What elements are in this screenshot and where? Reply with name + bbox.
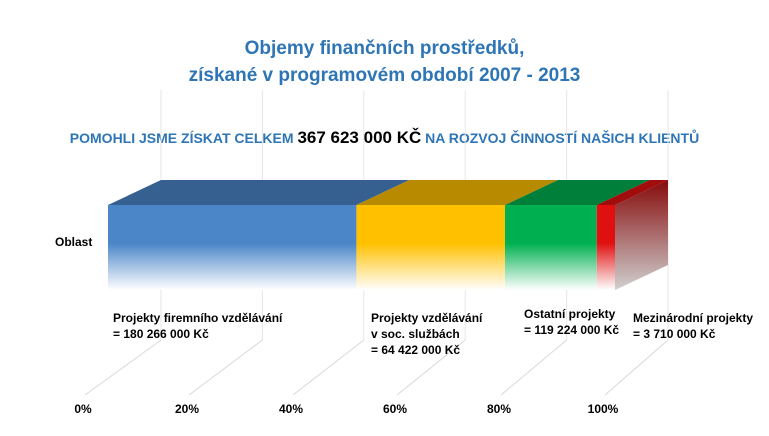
data-label: Projekty firemního vzdělávání = 180 266 … [113,311,283,341]
data-label: Projekty vzdělávání v soc. službách = 64… [371,311,483,357]
bar-segment [504,205,597,290]
data-label: Mezinárodní projekty = 3 710 000 Kč [633,311,754,341]
bar-top-face [504,180,650,205]
category-label: Oblast [55,235,93,249]
gridline-floor [292,339,365,396]
bar-side-face [615,180,668,290]
gridline-floor [500,339,567,396]
bar-segment [108,205,357,290]
gridline-floor [84,339,162,396]
x-tick-label: 0% [74,402,92,416]
chart-title-line-1: Objemy finančních prostředků, [244,38,525,59]
bar-segments [108,180,668,290]
subtitle-prefix: POMOHLI JSME ZÍSKAT CELKEM [69,130,294,146]
chart-title-line-2: získané v programovém období 2007 - 2013 [188,65,581,86]
subtitle-suffix: NA ROZVOJ ČINNOSTÍ NAŠICH KLIENTŮ [425,130,700,146]
x-tick-label: 40% [278,402,304,416]
bar-segment [596,205,615,290]
x-tick-label: 60% [382,402,408,416]
bar-top-face [596,180,668,205]
gridline-floor [188,339,263,396]
chart-subtitle: POMOHLI JSME ZÍSKAT CELKEM 367 623 000 K… [0,128,769,148]
gridline-floor [604,339,669,396]
bar-segment [356,205,505,290]
data-label: Ostatní projekty = 119 224 000 Kč [524,307,620,337]
bar-top-face [108,180,410,205]
subtitle-amount: 367 623 000 KČ [297,128,422,147]
gridline-floor [396,339,466,396]
x-tick-label: 20% [174,402,200,416]
x-tick-label: 100% [587,402,619,416]
bar-top-face [356,180,558,205]
x-tick-label: 80% [486,402,512,416]
